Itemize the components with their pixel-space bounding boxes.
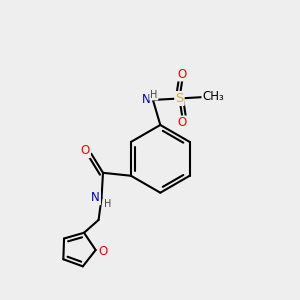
Text: O: O [178,116,187,129]
Text: O: O [98,245,108,258]
Text: N: N [91,191,100,204]
Text: CH₃: CH₃ [202,91,224,103]
Text: S: S [175,92,184,105]
Text: H: H [150,90,158,100]
Text: H: H [104,199,111,209]
Text: N: N [142,93,151,106]
Text: O: O [81,144,90,157]
Text: O: O [178,68,187,80]
